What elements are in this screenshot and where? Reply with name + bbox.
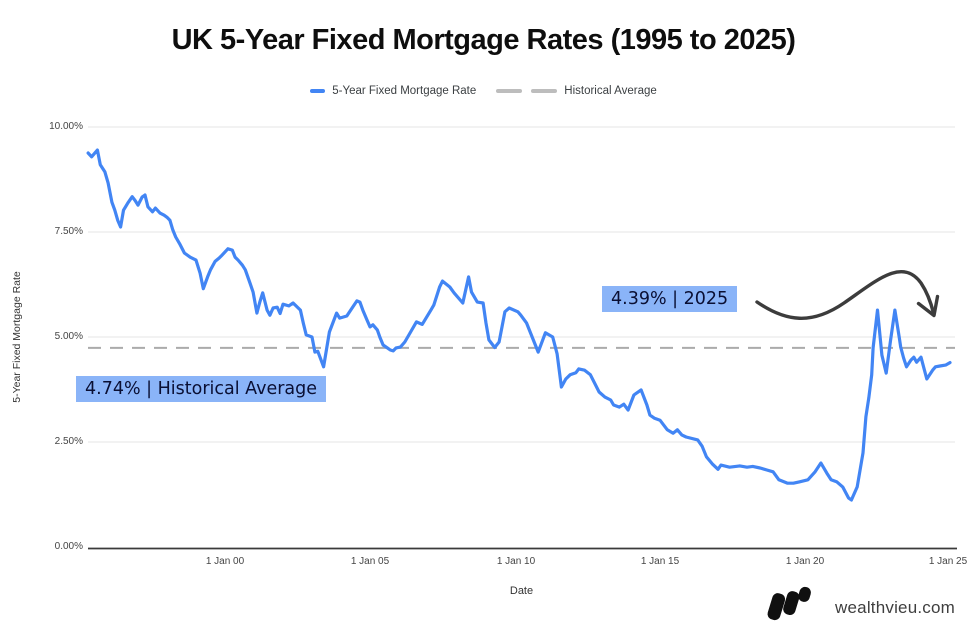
legend: 5-Year Fixed Mortgage Rate Historical Av…	[0, 85, 967, 97]
y-tick-label: 0.00%	[54, 541, 83, 552]
x-tick-label: 1 Jan 25	[928, 556, 967, 567]
annotation-average: 4.74% | Historical Average	[76, 376, 327, 402]
legend-dash-icon	[496, 89, 558, 93]
x-axis-title: Date	[509, 585, 534, 597]
y-tick-label: 5.00%	[54, 331, 83, 342]
legend-average-label: Historical Average	[564, 85, 657, 97]
gridlines	[88, 126, 955, 443]
watermark-text: wealthvieu.com	[835, 598, 955, 617]
y-tick-label: 2.50%	[54, 436, 83, 447]
rate-line	[86, 148, 952, 502]
wealthvieu-logo-icon	[767, 586, 811, 621]
annotation-current: 4.39% | 2025	[602, 286, 738, 312]
legend-item-rate: 5-Year Fixed Mortgage Rate	[310, 85, 476, 97]
x-tick-label: 1 Jan 05	[350, 556, 390, 567]
legend-item-average: Historical Average	[496, 85, 657, 97]
x-tick-label: 1 Jan 15	[640, 556, 680, 567]
legend-rate-label: 5-Year Fixed Mortgage Rate	[332, 85, 477, 97]
y-tick-label: 7.50%	[54, 226, 83, 237]
chart-title: UK 5-Year Fixed Mortgage Rates (1995 to …	[171, 24, 796, 56]
x-tick-label: 1 Jan 00	[205, 556, 245, 567]
watermark: wealthvieu.com	[835, 598, 955, 618]
x-tick-label: 1 Jan 10	[496, 556, 536, 567]
x-tick-label: 1 Jan 20	[785, 556, 825, 567]
annotation-arrow-icon	[755, 270, 940, 320]
legend-line-icon	[310, 89, 326, 93]
y-tick-label: 10.00%	[49, 121, 83, 132]
